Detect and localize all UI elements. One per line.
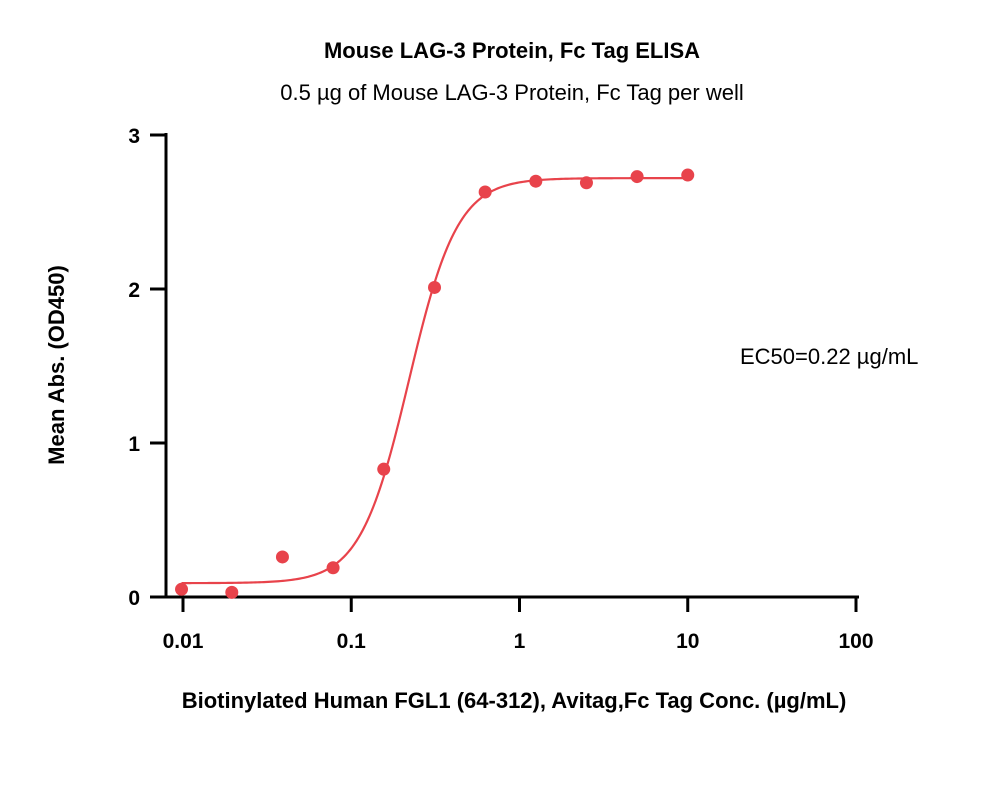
data-point <box>175 582 189 596</box>
y-axis-label: Mean Abs. (OD450) <box>44 265 69 465</box>
y-tick-label: 0 <box>128 587 140 610</box>
x-tick-label: 1 <box>514 630 526 653</box>
y-tick-label: 3 <box>128 125 140 148</box>
data-point <box>377 462 391 476</box>
x-tick-label: 100 <box>838 630 873 653</box>
y-ticks: 0 1 2 3 <box>128 125 166 610</box>
x-axis-label: Biotinylated Human FGL1 (64-312), Avitag… <box>182 688 847 713</box>
x-tick-label: 0.1 <box>337 630 367 653</box>
data-point <box>681 168 695 182</box>
chart-title: Mouse LAG-3 Protein, Fc Tag ELISA <box>324 38 700 63</box>
chart-subtitle: 0.5 µg of Mouse LAG-3 Protein, Fc Tag pe… <box>280 80 744 105</box>
y-tick-label: 1 <box>128 433 140 456</box>
x-tick-label: 10 <box>676 630 699 653</box>
data-point <box>326 561 340 575</box>
points-layer <box>175 168 695 599</box>
data-point <box>529 174 543 188</box>
data-point <box>630 170 644 184</box>
data-point <box>478 185 492 199</box>
data-point <box>428 280 442 294</box>
fit-layer <box>181 177 688 585</box>
y-tick-label: 2 <box>128 279 140 302</box>
x-ticks: 0.01 0.1 1 10 100 <box>163 597 874 653</box>
data-point <box>579 176 593 190</box>
data-point <box>225 585 239 599</box>
data-point <box>275 550 289 564</box>
fit-curve <box>181 177 688 585</box>
x-tick-label: 0.01 <box>163 630 204 653</box>
ec50-annotation: EC50=0.22 µg/mL <box>740 344 918 369</box>
axes: 0.01 0.1 1 10 100 0 1 2 3 <box>128 125 873 653</box>
